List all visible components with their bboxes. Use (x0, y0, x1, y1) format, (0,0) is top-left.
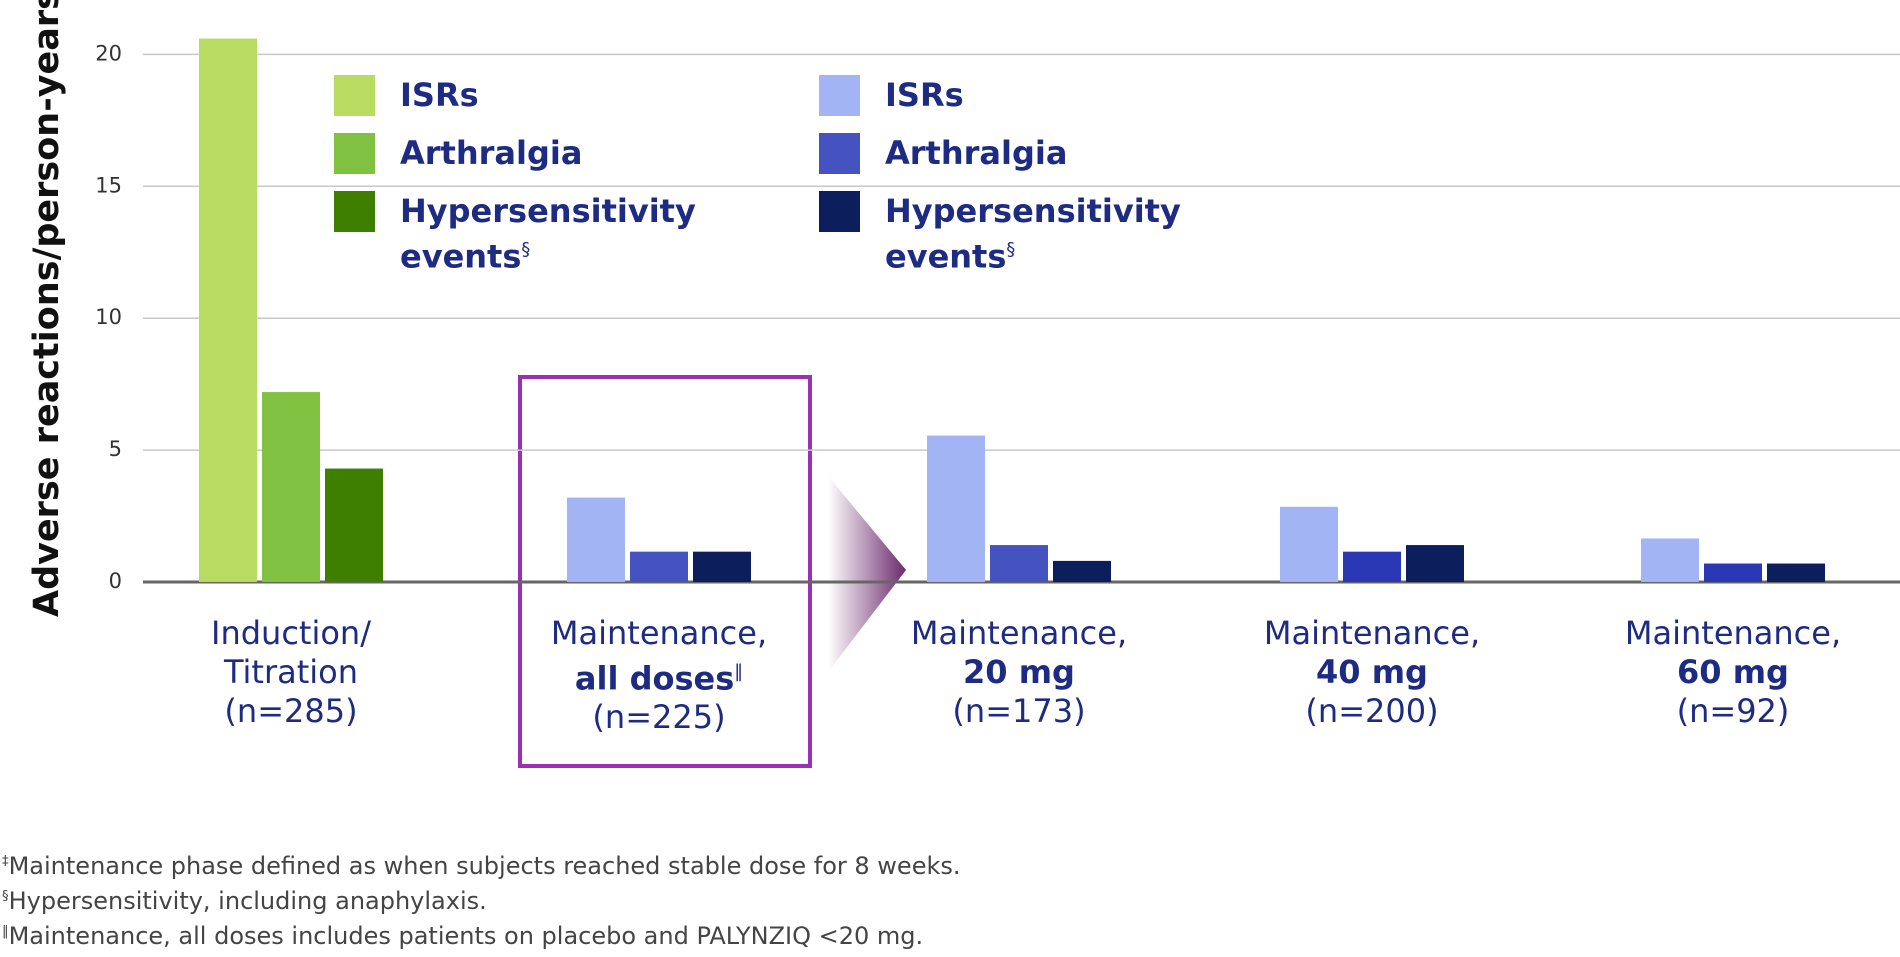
footnote-mark: ‖ (734, 662, 744, 682)
footnote-mark: § (2, 888, 9, 904)
x-tick-label-text: (n=225) (592, 698, 726, 737)
x-tick-label-line: 40 mg (1222, 653, 1522, 692)
legend-text: Arthralgia (400, 134, 583, 172)
x-tick-label-line: (n=225) (509, 698, 809, 737)
bar (1053, 560, 1111, 582)
x-tick-label-text: Maintenance, (550, 614, 768, 652)
bar (693, 551, 751, 582)
legend-label: ISRs (400, 76, 720, 115)
x-tick-label-line: (n=173) (869, 692, 1169, 731)
legend-label: ISRs (885, 76, 1205, 115)
x-tick-label-text: (n=200) (1305, 692, 1439, 730)
y-tick-label: 0 (109, 569, 122, 593)
bar (990, 545, 1048, 582)
bar (262, 392, 320, 582)
bar (199, 38, 257, 583)
x-tick-label: Maintenance, all doses‖ (n=225) (509, 614, 809, 737)
x-tick-label-text: (n=92) (1676, 692, 1790, 730)
x-tick-label-line: Induction/ (141, 614, 441, 653)
y-axis-label: Adverse reactions/person-years (27, 0, 67, 617)
footnote-mark: § (1006, 240, 1016, 260)
x-tick-label-line: (n=285) (141, 692, 441, 731)
legend-swatch (334, 133, 375, 174)
highlight-box (518, 375, 812, 768)
y-tick-label: 15 (95, 173, 122, 197)
legend-label: Arthralgia (885, 134, 1205, 173)
footnote: ‖Maintenance, all doses includes patient… (2, 922, 923, 950)
x-tick-label-text: (n=173) (952, 692, 1086, 730)
x-tick-label-line: (n=200) (1222, 692, 1522, 731)
footnote-text: Maintenance, all doses includes patients… (8, 922, 924, 950)
x-tick-label-text: 40 mg (1316, 653, 1428, 691)
legend-text: Hypersensitivity events (400, 192, 696, 276)
bar (1343, 551, 1401, 582)
footnote-mark: ‖ (2, 923, 9, 939)
legend-swatch (819, 133, 860, 174)
x-tick-label-line: 20 mg (869, 653, 1169, 692)
legend-label: Hypersensitivity events§ (885, 192, 1205, 276)
y-tick-label: 5 (109, 437, 122, 461)
y-tick-label: 20 (95, 41, 122, 65)
x-tick-label-line: Maintenance, (1583, 614, 1883, 653)
legend-text: Arthralgia (885, 134, 1068, 172)
legend-swatch (819, 191, 860, 232)
x-tick-label-line: 60 mg (1583, 653, 1883, 692)
footnote-mark: § (521, 240, 531, 260)
footnote-mark: ‡ (2, 853, 9, 869)
bar (927, 435, 985, 582)
x-tick-label-line: Titration (141, 653, 441, 692)
legend-swatch (334, 75, 375, 116)
legend-swatch (819, 75, 860, 116)
legend-text: Hypersensitivity events (885, 192, 1181, 276)
legend-text: ISRs (885, 76, 964, 114)
x-tick-label: Maintenance, 40 mg (n=200) (1222, 614, 1522, 731)
x-tick-label-text: (n=285) (224, 692, 358, 730)
x-tick-label-line: (n=92) (1583, 692, 1883, 731)
bar (325, 468, 383, 582)
x-tick-label-line: Maintenance, (509, 614, 809, 653)
bar (567, 497, 625, 582)
x-tick-label: Induction/Titration (n=285) (141, 614, 441, 731)
x-tick-label-line: all doses‖ (509, 653, 809, 698)
bar (1641, 538, 1699, 582)
legend-label: Hypersensitivity events§ (400, 192, 720, 276)
x-tick-label-text: Titration (223, 653, 359, 691)
bar (1280, 506, 1338, 582)
x-tick-label: Maintenance, 60 mg (n=92) (1583, 614, 1883, 731)
x-tick-label-text: Maintenance, (1624, 614, 1842, 652)
y-tick-label: 10 (95, 305, 122, 329)
x-tick-label-line: Maintenance, (869, 614, 1169, 653)
footnote-text: Hypersensitivity, including anaphylaxis. (8, 887, 487, 915)
x-tick-label-text: Maintenance, (1263, 614, 1481, 652)
x-tick-label-text: Maintenance, (910, 614, 1128, 652)
x-tick-label-line: Maintenance, (1222, 614, 1522, 653)
x-tick-label-text: 20 mg (963, 653, 1075, 691)
legend-label: Arthralgia (400, 134, 720, 173)
legend-text: ISRs (400, 76, 479, 114)
footnote: §Hypersensitivity, including anaphylaxis… (2, 887, 487, 915)
bar (630, 551, 688, 582)
x-tick-label-text: Induction/ (211, 614, 371, 652)
x-tick-label-text: 60 mg (1677, 653, 1789, 691)
bar (1767, 563, 1825, 582)
footnote-text: Maintenance phase defined as when subjec… (8, 852, 961, 880)
x-tick-label-text: all doses (574, 659, 735, 698)
arrow (828, 476, 906, 672)
bar (1704, 563, 1762, 582)
x-tick-label: Maintenance, 20 mg (n=173) (869, 614, 1169, 731)
footnote: ‡Maintenance phase defined as when subje… (2, 852, 961, 880)
bar (1406, 545, 1464, 582)
legend-swatch (334, 191, 375, 232)
